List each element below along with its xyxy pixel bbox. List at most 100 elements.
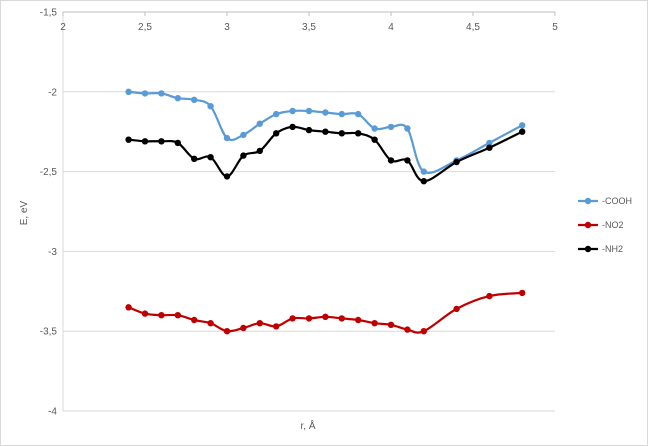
x-tick-label: 2 (60, 22, 66, 33)
data-point (289, 107, 296, 115)
data-point (355, 316, 362, 324)
data-point (404, 157, 411, 164)
data-point (486, 292, 493, 300)
data-point (125, 304, 132, 311)
data-point (141, 90, 149, 97)
y-tick-label: -2,5 (40, 167, 58, 178)
legend-label: -NH2 (602, 244, 623, 254)
data-point (519, 128, 526, 135)
data-point (355, 130, 362, 137)
data-point (207, 103, 214, 110)
legend-label: -NO2 (602, 220, 624, 230)
data-point (289, 123, 296, 131)
data-point (338, 130, 345, 137)
data-point (240, 324, 247, 332)
series-1 (125, 289, 526, 335)
x-tick-label: 4 (388, 22, 394, 33)
legend-swatch-marker (584, 245, 592, 253)
data-point (453, 305, 460, 313)
data-point (322, 128, 329, 135)
y-tick-label: -1,5 (40, 8, 58, 19)
data-point (273, 110, 280, 118)
data-point (191, 96, 198, 104)
series-line (128, 291, 523, 334)
data-point (174, 312, 181, 319)
x-tick-label: 5 (552, 22, 558, 33)
data-point (174, 95, 181, 102)
x-axis-title: r, Å (300, 419, 315, 432)
data-point (338, 110, 345, 118)
legend-swatch-marker (584, 221, 592, 229)
data-point (158, 90, 165, 97)
legend-item: -COOH (578, 196, 632, 206)
data-point (256, 147, 263, 155)
series-group (125, 88, 526, 335)
data-point (322, 313, 329, 320)
y-tick-label: -4 (48, 407, 57, 418)
y-axis-title: E, eV (19, 200, 30, 225)
series-0 (125, 88, 526, 175)
data-point (420, 328, 427, 335)
series-2 (125, 123, 526, 185)
y-tick-label: -3 (48, 247, 57, 258)
x-tick-label: 2,5 (138, 22, 152, 33)
data-point (191, 155, 198, 162)
data-point (240, 152, 247, 159)
data-point (223, 173, 231, 180)
legend-swatch-marker (584, 197, 592, 205)
x-tick-label: 4,5 (466, 22, 480, 33)
data-point (322, 109, 329, 116)
series-line (128, 90, 523, 174)
data-point (519, 289, 526, 297)
data-point (191, 316, 198, 324)
data-point (240, 131, 247, 139)
data-point (486, 139, 493, 147)
data-point (371, 320, 378, 327)
legend: -COOH -NO2 -NH2 (578, 196, 632, 254)
data-point (223, 328, 231, 335)
series-line (128, 125, 523, 183)
data-point (371, 136, 378, 143)
data-point (305, 315, 313, 322)
data-point (305, 107, 313, 115)
data-point (223, 134, 231, 142)
data-point (141, 310, 149, 317)
data-point (158, 138, 165, 145)
data-point (387, 123, 395, 131)
data-point (519, 122, 526, 129)
y-tick-label: -2 (48, 87, 57, 98)
data-point (420, 168, 427, 175)
data-point (174, 139, 181, 147)
data-point (371, 125, 378, 132)
x-tick-label: 3 (224, 22, 230, 33)
data-point (486, 144, 493, 151)
data-point (355, 110, 362, 118)
data-point (207, 154, 214, 161)
axes: -4 -3,5 -3 -2,5 -2 -1,52 2,5 3 3,5 4 4,5 5 (40, 8, 558, 418)
data-point (338, 315, 345, 322)
legend-label: -COOH (602, 196, 632, 206)
x-tick-label: 3,5 (302, 22, 316, 33)
data-point (158, 312, 165, 319)
data-point (387, 321, 395, 328)
gridlines (63, 11, 555, 412)
legend-item: -NO2 (578, 220, 624, 230)
data-point (125, 136, 132, 143)
data-point (404, 326, 411, 333)
data-point (404, 125, 411, 132)
data-point (207, 320, 214, 327)
legend-item: -NH2 (578, 244, 623, 254)
data-point (141, 138, 149, 145)
y-tick-label: -3,5 (40, 327, 58, 338)
data-point (256, 320, 263, 327)
data-point (453, 158, 460, 166)
data-point (273, 130, 280, 137)
data-point (273, 323, 280, 330)
data-point (256, 120, 263, 127)
data-point (305, 126, 313, 134)
data-point (125, 88, 132, 96)
data-point (289, 315, 296, 322)
data-point (387, 157, 395, 164)
